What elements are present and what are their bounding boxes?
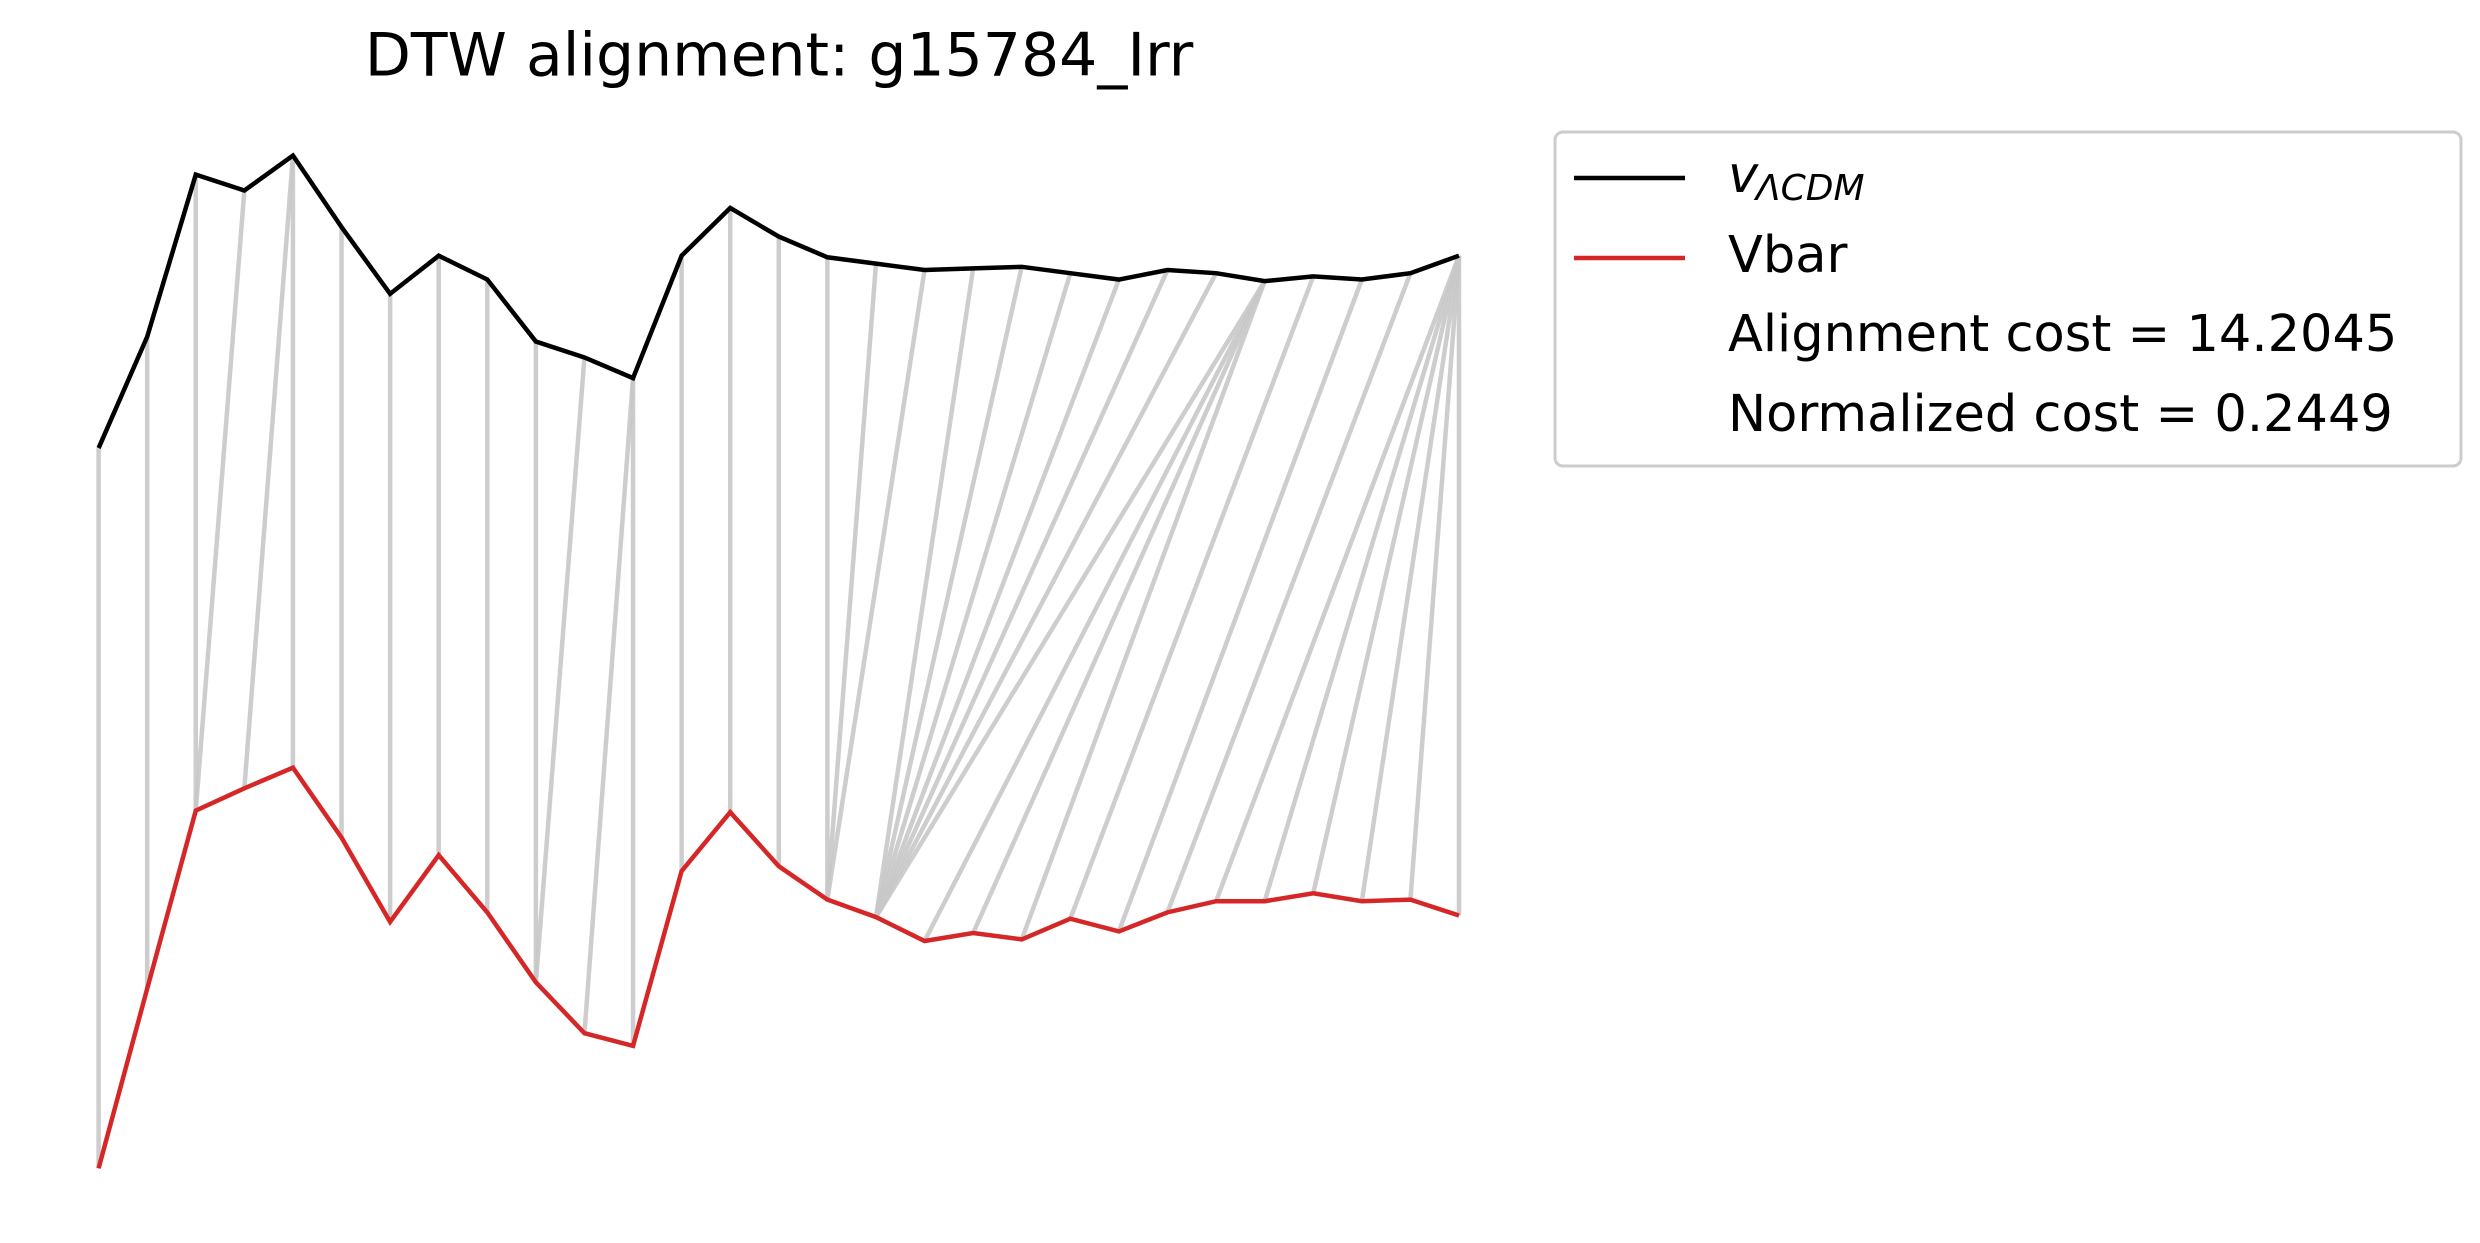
alignment-line xyxy=(1359,255,1462,902)
alignment-line xyxy=(533,357,587,983)
legend-annotation: Normalized cost = 0.2449 xyxy=(1728,385,2393,444)
alignment-line xyxy=(874,279,1267,919)
alignment-line xyxy=(1213,254,1462,903)
legend-annotation: Alignment cost = 14.2045 xyxy=(1728,305,2397,364)
alignment-line xyxy=(873,266,1024,918)
series-line xyxy=(96,764,1460,1169)
alignment-line xyxy=(1165,272,1413,914)
alignment-line xyxy=(873,272,1073,918)
alignment-line xyxy=(922,280,1267,943)
legend-label-subscript: ΛCDM xyxy=(1753,168,1865,209)
legend-box xyxy=(1553,130,2463,468)
alignment-line xyxy=(1311,255,1462,894)
alignment-line xyxy=(1068,275,1316,920)
alignment-line xyxy=(825,263,879,900)
alignment-line xyxy=(1019,280,1267,941)
alignment-line xyxy=(873,272,1219,919)
series-line xyxy=(96,152,1460,449)
alignment-line xyxy=(825,269,927,900)
chart-title: DTW alignment: g15784_Irr xyxy=(365,21,1194,91)
alignment-line xyxy=(873,268,976,918)
alignment-line xyxy=(1408,255,1462,900)
alignment-line xyxy=(242,155,296,789)
alignment-line xyxy=(582,377,636,1034)
alignment-line xyxy=(1116,278,1364,933)
alignment-line xyxy=(873,269,1170,919)
legend-label: Vbar xyxy=(1728,226,1848,285)
alignment-line xyxy=(1262,255,1462,902)
alignment-line xyxy=(873,278,1122,918)
legend-label: v xyxy=(1728,146,1759,205)
alignment-line xyxy=(193,190,247,811)
alignment-line xyxy=(971,280,1267,934)
